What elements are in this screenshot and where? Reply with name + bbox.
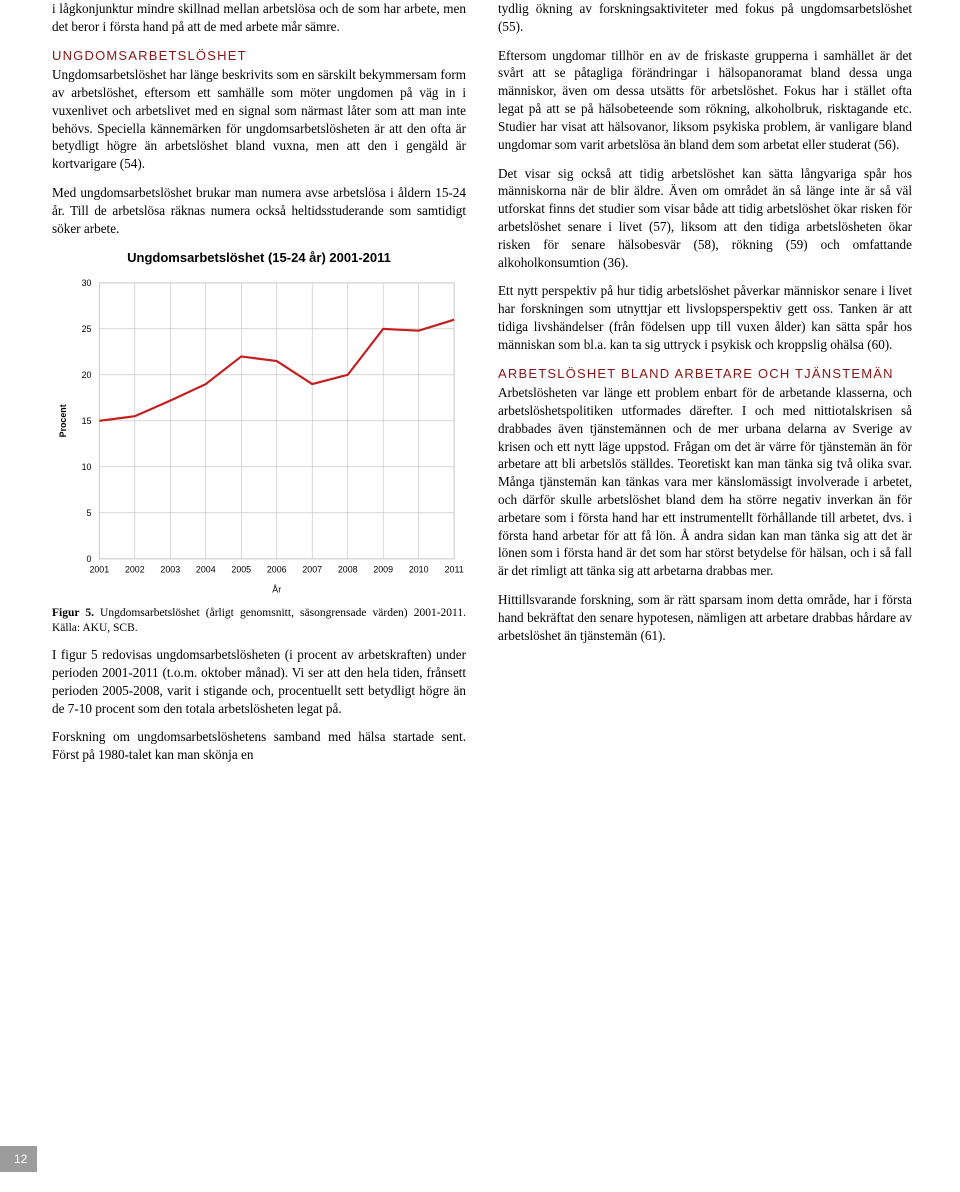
heading-arbetare: ARBETSLÖSHET BLAND ARBETARE OCH TJÄNSTEM… [498,365,912,383]
chart-container: Ungdomsarbetslöshet (15-24 år) 2001-2011… [52,249,466,598]
svg-text:2008: 2008 [338,565,358,575]
line-chart: 0 5 10 15 20 25 30 2001 2002 2003 2004 2005 2006 2007… [52,273,466,598]
svg-text:5: 5 [86,508,91,518]
para-ungdom-2: Med ungdomsarbetslöshet brukar man numer… [52,184,466,237]
para-r1: tydlig ökning av forskningsaktiviteter m… [498,0,912,36]
page-number: 12 [0,1146,37,1172]
svg-text:30: 30 [82,278,92,288]
svg-text:2011: 2011 [445,565,464,575]
svg-text:2003: 2003 [160,565,180,575]
para-r4: Ett nytt perspektiv på hur tidig arbetsl… [498,282,912,353]
svg-text:2002: 2002 [125,565,145,575]
svg-text:2006: 2006 [267,565,287,575]
caption-bold: Figur 5. [52,607,94,619]
para-ungdom-1: Ungdomsarbetslöshet har länge beskrivits… [52,66,466,173]
chart-caption: Figur 5. Ungdomsarbetslöshet (årligt gen… [52,606,466,636]
para-intro: i lågkonjunktur mindre skillnad mellan a… [52,0,466,36]
svg-text:2004: 2004 [196,565,216,575]
svg-text:0: 0 [86,554,91,564]
svg-text:25: 25 [82,324,92,334]
chart-title: Ungdomsarbetslöshet (15-24 år) 2001-2011 [52,249,466,267]
para-figur5: I figur 5 redovisas ungdomsarbetslöshete… [52,646,466,717]
para-r5: Arbetslösheten var länge ett problem enb… [498,384,912,580]
svg-text:2007: 2007 [302,565,322,575]
heading-ungdom: UNGDOMSARBETSLÖSHET [52,47,466,65]
svg-text:20: 20 [82,370,92,380]
para-r6: Hittillsvarande forskning, som är rätt s… [498,591,912,644]
para-forskning: Forskning om ungdomsarbetslöshetens samb… [52,728,466,764]
svg-text:2005: 2005 [231,565,251,575]
svg-text:2009: 2009 [373,565,393,575]
svg-text:10: 10 [82,462,92,472]
svg-text:År: År [272,584,281,594]
para-r2: Eftersom ungdomar tillhör en av de frisk… [498,47,912,154]
svg-text:2001: 2001 [89,565,109,575]
svg-text:2010: 2010 [409,565,429,575]
svg-text:Procent: Procent [58,404,68,437]
caption-text: Ungdomsarbetslöshet (årligt genomsnitt, … [52,607,466,634]
svg-text:15: 15 [82,416,92,426]
para-r3: Det visar sig också att tidig arbetslösh… [498,165,912,272]
